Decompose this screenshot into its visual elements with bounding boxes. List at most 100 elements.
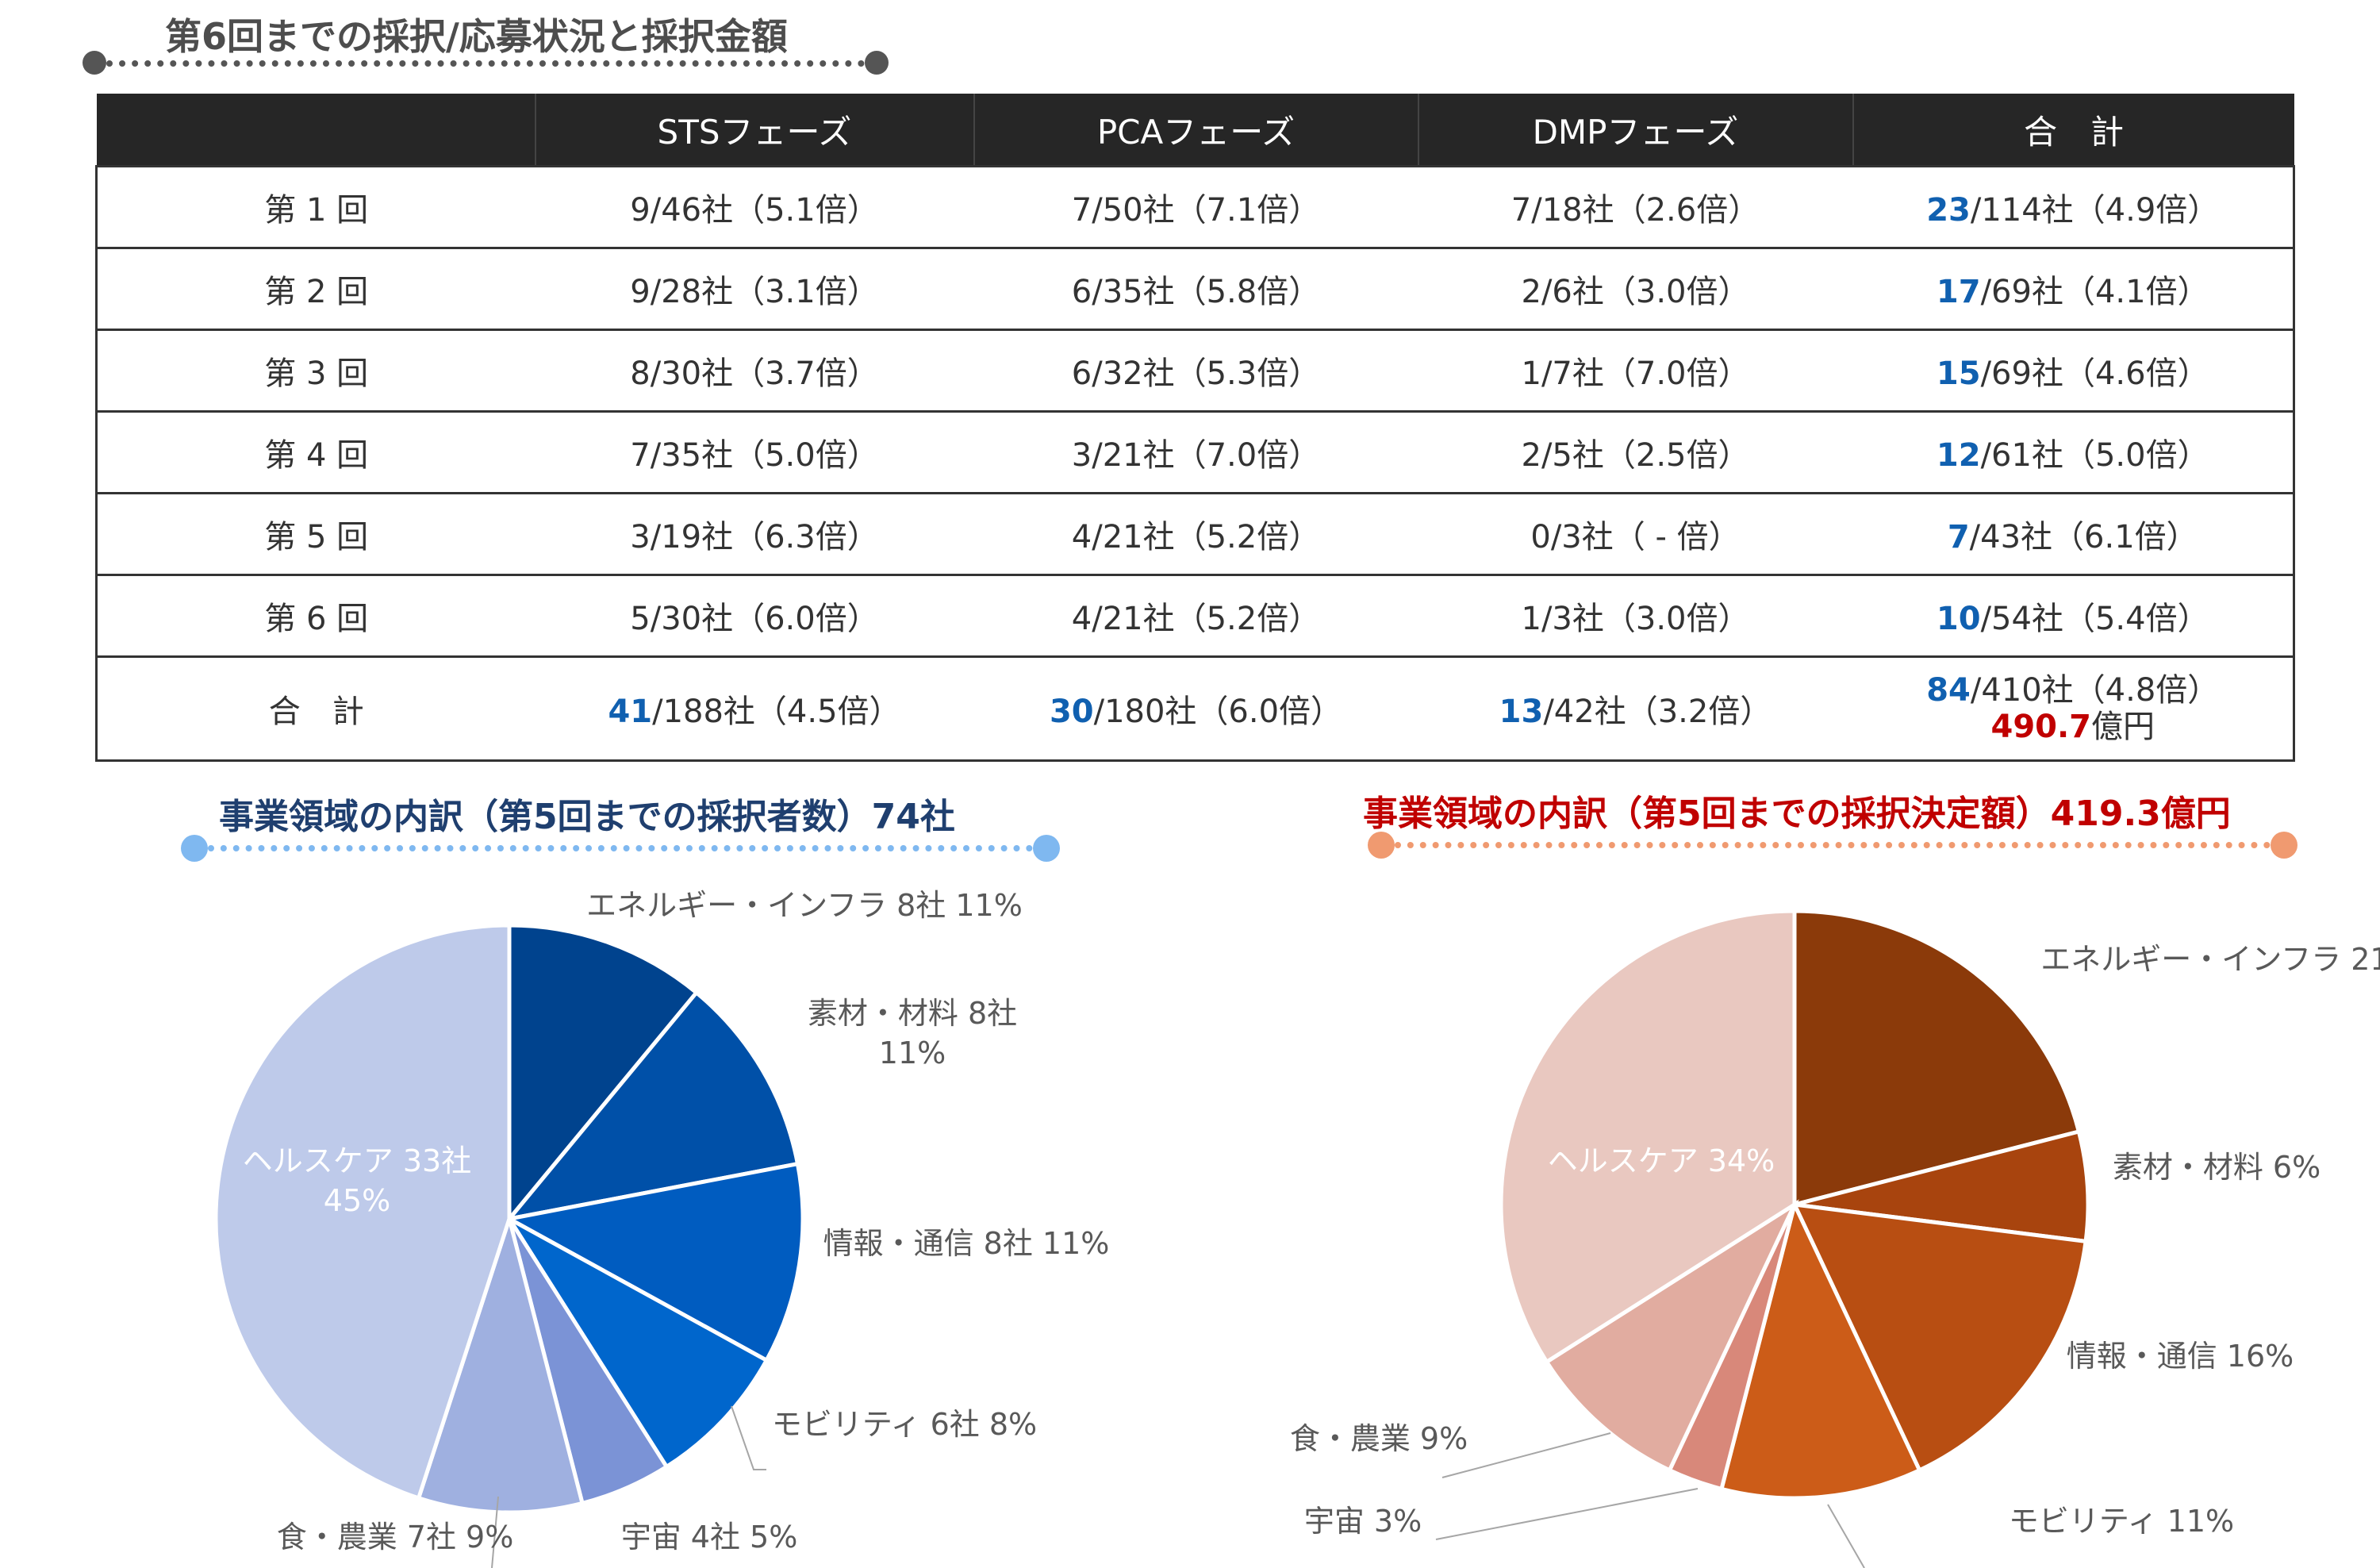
- left-pie-slice: [507, 923, 700, 1224]
- left-chart-title: 事業領域の内訳（第5回までの採択者数）74社: [219, 797, 955, 837]
- row-label: 第 1 回: [95, 165, 536, 248]
- right-pie-slice: [1718, 1198, 1922, 1501]
- sts-cell: 8/30社（3.7倍）: [535, 329, 974, 412]
- left-pie-slice: [213, 923, 512, 1501]
- table-row: 第 3 回 8/30社（3.7倍） 6/32社（5.3倍） 1/7社（7.0倍）…: [95, 329, 2295, 412]
- right-slice-label: 食・農業 9%: [1290, 1421, 1468, 1456]
- total-rest: /61社（5.0倍）: [1980, 437, 2209, 474]
- total-cell: 7/43社（6.1倍）: [1852, 492, 2295, 575]
- total-cell: 23/114社（4.9倍）: [1852, 165, 2295, 248]
- left-title-dot-left: [181, 835, 208, 862]
- right-slice-label: ヘルスケア 34%: [1548, 1143, 1775, 1178]
- sts-cell: 5/30社（6.0倍）: [535, 574, 974, 657]
- left-slice-label: ヘルスケア 33社 45%: [243, 1143, 471, 1218]
- left-leader-line: [491, 1496, 499, 1568]
- total-selected-count: 7: [1947, 519, 1970, 555]
- total-selected-count: 15: [1936, 355, 1981, 392]
- selection-summary-table: STSフェーズ PCAフェーズ DMPフェーズ 合 計 第 1 回 9/46社（…: [95, 94, 2295, 762]
- left-pie-slice: [503, 1161, 805, 1363]
- column-header-total: 合 計: [1852, 94, 2294, 167]
- sts-total-rest: /188社（4.5倍）: [652, 694, 901, 730]
- pca-cell: 6/32社（5.3倍）: [973, 329, 1418, 412]
- total-selected-count: 17: [1936, 274, 1981, 310]
- row-label: 合 計: [95, 655, 536, 762]
- left-pie-slice: [416, 1212, 585, 1515]
- table-row: 第 1 回 9/46社（5.1倍） 7/50社（7.1倍） 7/18社（2.6倍…: [95, 165, 2295, 248]
- table-header-row: STSフェーズ PCAフェーズ DMPフェーズ 合 計: [96, 94, 2294, 167]
- sts-cell: 7/35社（5.0倍）: [535, 410, 974, 494]
- total-rest: /69社（4.1倍）: [1980, 274, 2209, 310]
- right-leader-line: [1827, 1504, 1865, 1568]
- row-label: 第 2 回: [95, 247, 536, 330]
- total-rest: /69社（4.6倍）: [1980, 355, 2209, 392]
- dmp-total-selected: 13: [1499, 694, 1544, 730]
- left-pie-slice: [504, 990, 800, 1222]
- right-slice-label: モビリティ 11%: [2009, 1504, 2234, 1539]
- total-selected-count: 23: [1926, 192, 1971, 229]
- pca-cell: 3/21社（7.0倍）: [973, 410, 1418, 494]
- left-slice-label: エネルギー・インフラ 8社 11%: [586, 888, 1023, 923]
- right-slice-label: 情報・通信 16%: [2067, 1339, 2294, 1374]
- sts-total-cell: 41/188社（4.5倍）: [535, 655, 974, 762]
- right-pie-slice: [1792, 909, 2082, 1208]
- right-leader-line: [1441, 1432, 1611, 1478]
- total-cell: 15/69社（4.6倍）: [1852, 329, 2295, 412]
- dmp-total-rest: /42社（3.2倍）: [1543, 694, 1772, 730]
- total-cell: 12/61社（5.0倍）: [1852, 410, 2295, 494]
- pca-cell: 7/50社（7.1倍）: [973, 165, 1418, 248]
- left-title-dot-right: [1033, 835, 1060, 862]
- right-pie-slice: [1791, 1201, 2088, 1474]
- right-slice-label: エネルギー・インフラ 21%: [2040, 942, 2380, 977]
- right-title-dot-left: [1368, 832, 1395, 859]
- left-title-dotted-line: [208, 845, 1033, 851]
- sts-cell: 9/46社（5.1倍）: [535, 165, 974, 248]
- pca-cell: 6/35社（5.8倍）: [973, 247, 1418, 330]
- sts-cell: 9/28社（3.1倍）: [535, 247, 974, 330]
- right-leader-line: [1435, 1488, 1699, 1540]
- right-chart-title: 事業領域の内訳（第5回までの採択決定額）419.3億円: [1363, 794, 2231, 834]
- dmp-cell: 2/5社（2.5倍）: [1418, 410, 1853, 494]
- pca-total-cell: 30/180社（6.0倍）: [973, 655, 1418, 762]
- table-row: 第 5 回 3/19社（6.3倍） 4/21社（5.2倍） 0/3社（ - 倍）…: [95, 492, 2295, 575]
- grand-total-cell: 84/410社（4.8倍） 490.7億円: [1852, 655, 2295, 762]
- dmp-cell: 1/7社（7.0倍）: [1418, 329, 1853, 412]
- right-pie-slice: [1544, 1199, 1799, 1474]
- grand-total-rest: /410社（4.8倍）: [1970, 672, 2220, 709]
- total-selected-count: 10: [1936, 601, 1981, 637]
- table-row: 第 6 回 5/30社（6.0倍） 4/21社（5.2倍） 1/3社（3.0倍）…: [95, 574, 2295, 657]
- table-total-row: 合 計 41/188社（4.5倍） 30/180社（6.0倍） 13/42社（3…: [95, 655, 2295, 762]
- pca-cell: 4/21社（5.2倍）: [973, 574, 1418, 657]
- left-pie-slice: [507, 1216, 770, 1470]
- left-slice-label: モビリティ 6社 8%: [772, 1407, 1037, 1442]
- row-label: 第 6 回: [95, 574, 536, 657]
- pca-cell: 4/21社（5.2倍）: [973, 492, 1418, 575]
- sts-total-selected: 41: [608, 694, 653, 730]
- grand-total-amount-line: 490.7億円: [1853, 709, 2294, 745]
- total-selected-count: 12: [1936, 437, 1981, 474]
- left-slice-label: 食・農業 7社 9%: [277, 1520, 514, 1555]
- left-slice-label: 情報・通信 8社 11%: [823, 1226, 1110, 1261]
- left-leader-line: [731, 1405, 766, 1470]
- grand-total-count-line: 84/410社（4.8倍）: [1853, 672, 2294, 709]
- total-rest: /54社（5.4倍）: [1980, 601, 2209, 637]
- grand-total-selected: 84: [1926, 672, 1971, 709]
- grand-total-amount-unit: 億円: [2091, 709, 2155, 745]
- column-header-sts: STSフェーズ: [534, 94, 974, 167]
- column-header-dmp: DMPフェーズ: [1417, 94, 1853, 167]
- heading-dotted-line: [106, 60, 865, 67]
- pca-total-rest: /180社（6.0倍）: [1093, 694, 1343, 730]
- table-row: 第 2 回 9/28社（3.1倍） 6/35社（5.8倍） 2/6社（3.0倍）…: [95, 247, 2295, 330]
- sts-cell: 3/19社（6.3倍）: [535, 492, 974, 575]
- right-pie-slice: [1499, 909, 1797, 1365]
- row-label: 第 4 回: [95, 410, 536, 494]
- total-rest: /43社（6.1倍）: [1969, 519, 2198, 555]
- column-header-empty: [96, 94, 536, 167]
- page-title: 第6回までの採択/応募状況と採択金額: [165, 15, 788, 58]
- right-slice-label: 宇宙 3%: [1304, 1504, 1422, 1539]
- left-slice-label: 素材・材料 8社 11%: [808, 996, 1017, 1070]
- right-pie-slice: [1794, 1128, 2090, 1244]
- table-row: 第 4 回 7/35社（5.0倍） 3/21社（7.0倍） 2/5社（2.5倍）…: [95, 410, 2295, 494]
- heading-dot-right: [865, 51, 889, 75]
- dmp-total-cell: 13/42社（3.2倍）: [1418, 655, 1853, 762]
